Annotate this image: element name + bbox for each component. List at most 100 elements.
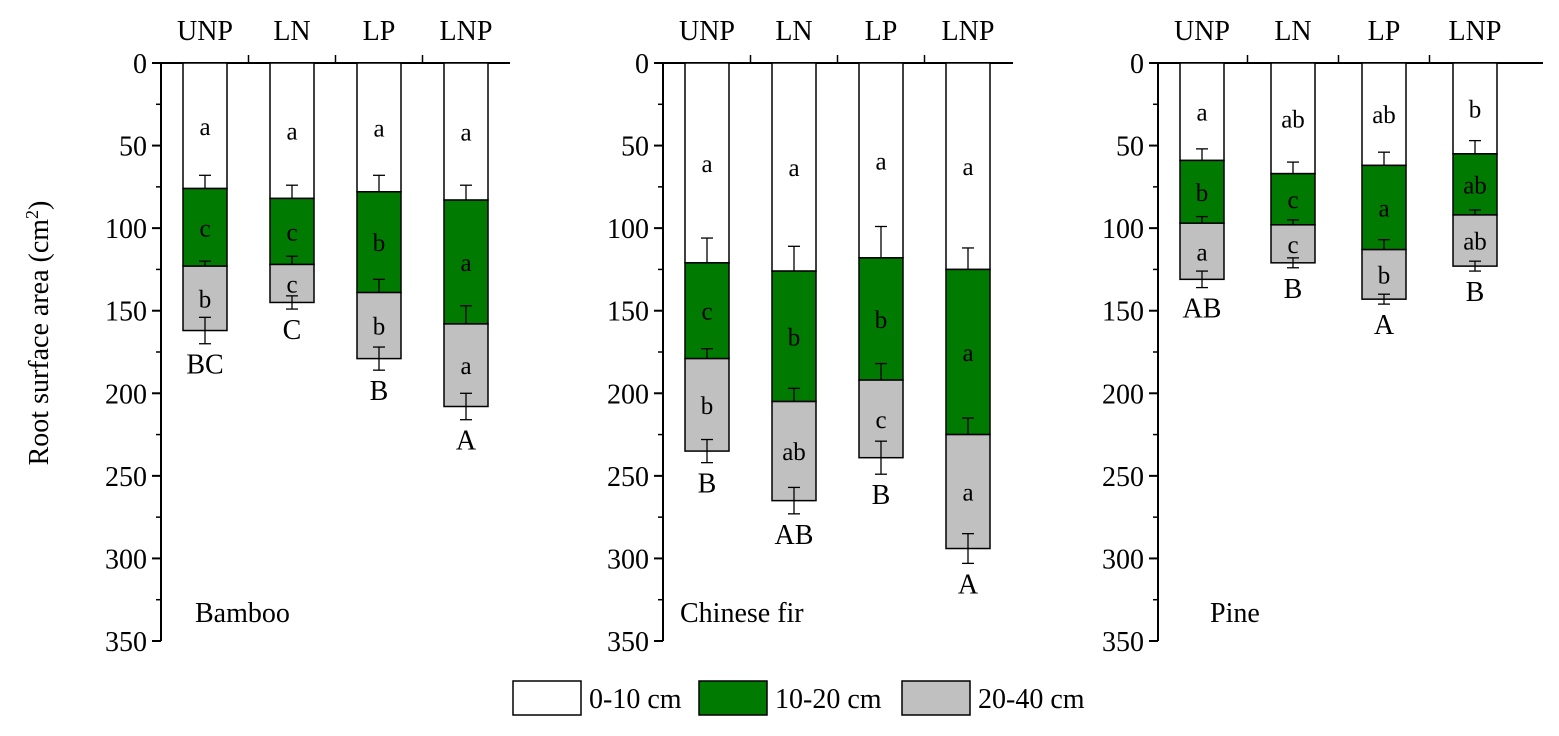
total-letter: B: [370, 376, 389, 407]
y-tick-label: 250: [1102, 462, 1144, 493]
category-label: LP: [363, 16, 396, 47]
segment-letter: a: [460, 353, 471, 380]
total-letter: BC: [186, 350, 223, 381]
bar-segment: [443, 199, 489, 325]
total-letter: C: [283, 315, 302, 346]
segment-letter: b: [1378, 262, 1391, 289]
y-tick-label: 300: [1102, 544, 1144, 575]
segment-letter: c: [286, 219, 297, 246]
category-label: LNP: [1449, 16, 1502, 47]
y-tick-label: 300: [105, 544, 147, 575]
y-tick-label: 350: [105, 627, 147, 658]
segment-letter: a: [286, 119, 297, 146]
y-tick-label: 350: [1102, 627, 1144, 658]
total-letter: AB: [775, 520, 814, 551]
segment-letter: a: [962, 154, 973, 181]
segment-letter: a: [199, 114, 210, 141]
segment-letter: b: [373, 314, 386, 341]
bar-segment: [684, 262, 730, 360]
category-label: UNP: [177, 16, 233, 47]
segment-letter: b: [1469, 96, 1482, 123]
segment-letter: ab: [1463, 172, 1487, 199]
category-label: LP: [1368, 16, 1401, 47]
total-letter: A: [456, 426, 477, 457]
total-letter: B: [872, 480, 891, 511]
bar-segment: [684, 357, 730, 452]
bar-segment: [1452, 153, 1498, 216]
bar-segment: [771, 62, 817, 272]
y-tick-label: 200: [607, 379, 649, 410]
legend-label: 20-40 cm: [978, 684, 1085, 715]
y-axis-label-main: Root surface area (cm: [24, 219, 55, 466]
legend-swatch: [698, 680, 768, 716]
y-tick-label: 50: [1116, 132, 1144, 163]
bar-segment: [771, 400, 817, 502]
category-label: LN: [273, 16, 310, 47]
segment-letter: b: [1196, 180, 1209, 207]
bar-segment: [684, 62, 730, 264]
bar-segment: [858, 257, 904, 381]
bar-segment: [1270, 62, 1316, 175]
total-letter: A: [1374, 310, 1395, 341]
y-tick-label: 50: [621, 132, 649, 163]
y-tick-label: 100: [607, 214, 649, 245]
category-label: LP: [865, 16, 898, 47]
legend-swatch: [512, 680, 582, 716]
category-label: LNP: [942, 16, 995, 47]
segment-letter: a: [1378, 196, 1389, 223]
category-label: LN: [1274, 16, 1311, 47]
category-label: LN: [775, 16, 812, 47]
y-tick-label: 50: [119, 132, 147, 163]
y-tick-label: 300: [607, 544, 649, 575]
total-letter: B: [1466, 277, 1485, 308]
segment-letter: b: [199, 286, 212, 313]
bar-segment: [182, 187, 228, 267]
legend-label: 10-20 cm: [775, 684, 882, 715]
segment-letter: a: [788, 155, 799, 182]
y-tick-label: 150: [607, 297, 649, 328]
legend-swatch: [901, 680, 971, 716]
bar-segment: [182, 62, 228, 190]
panel-name: Bamboo: [195, 598, 290, 629]
total-letter: B: [1284, 274, 1303, 305]
segment-letter: a: [701, 151, 712, 178]
segment-letter: b: [788, 324, 801, 351]
segment-letter: ab: [1372, 102, 1396, 129]
y-tick-label: 0: [635, 49, 649, 80]
y-tick-label: 100: [105, 214, 147, 245]
segment-letter: a: [373, 115, 384, 142]
segment-letter: c: [1287, 232, 1298, 259]
y-axis-label: Root surface area (cm2): [22, 201, 55, 466]
category-label: UNP: [1174, 16, 1230, 47]
y-tick-label: 200: [105, 379, 147, 410]
bar-segment: [1361, 248, 1407, 300]
y-axis-label-suffix: ): [24, 201, 55, 210]
bar-segment: [945, 268, 991, 436]
total-letter: A: [958, 569, 979, 600]
bar-segment: [1179, 62, 1225, 162]
panel-name: Chinese fir: [680, 598, 804, 629]
segment-letter: b: [875, 307, 888, 334]
segment-letter: a: [962, 340, 973, 367]
bar-segment: [443, 62, 489, 201]
bar-segment: [356, 191, 402, 294]
y-axis-label-superscript: 2: [22, 210, 42, 219]
segment-letter: ab: [1463, 229, 1487, 256]
y-tick-label: 150: [1102, 297, 1144, 328]
panel-name: Pine: [1210, 598, 1260, 629]
y-tick-label: 250: [105, 462, 147, 493]
bar-segment: [1452, 214, 1498, 267]
segment-letter: c: [1287, 187, 1298, 214]
y-tick-label: 0: [133, 49, 147, 80]
bar-segment: [1270, 172, 1316, 226]
y-tick-label: 150: [105, 297, 147, 328]
total-letter: B: [698, 469, 717, 500]
segment-letter: c: [199, 215, 210, 242]
legend-label: 0-10 cm: [589, 684, 682, 715]
y-tick-label: 200: [1102, 379, 1144, 410]
bar-segment: [1361, 62, 1407, 167]
